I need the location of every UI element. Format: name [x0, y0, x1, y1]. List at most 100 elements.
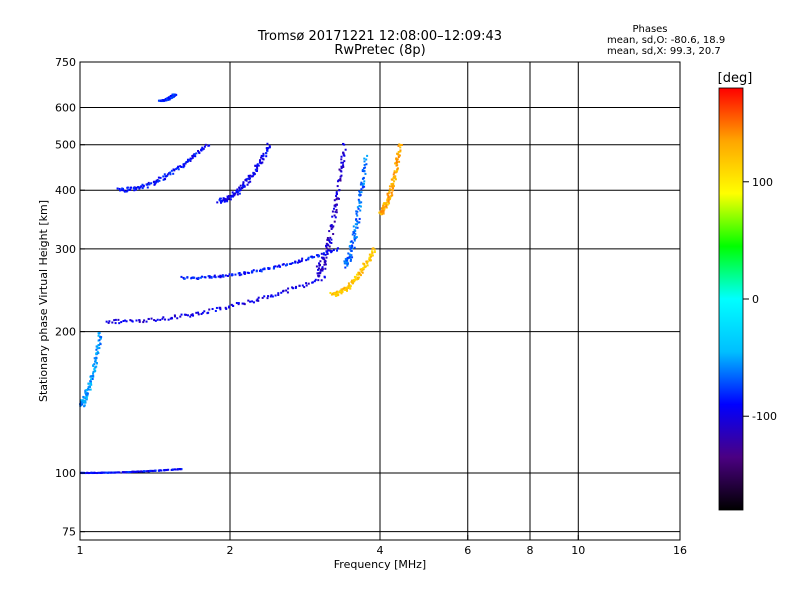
data-point — [395, 160, 398, 163]
data-point — [332, 249, 335, 252]
data-point — [366, 260, 369, 263]
data-point — [330, 238, 333, 241]
data-point — [353, 246, 356, 249]
data-point — [273, 265, 276, 268]
data-point — [135, 186, 138, 189]
data-point — [133, 189, 136, 192]
data-point — [174, 315, 177, 318]
data-point — [296, 261, 299, 264]
data-point — [335, 203, 338, 206]
data-point — [238, 186, 241, 189]
data-point — [344, 288, 347, 291]
data-point — [220, 200, 223, 203]
y-axis-ticks: 75 100 200 300 400 500 600 750 — [55, 56, 85, 539]
data-point — [340, 158, 343, 161]
x-tick-label: 8 — [527, 544, 534, 557]
data-point — [194, 155, 197, 158]
data-point — [343, 260, 346, 263]
data-point — [159, 176, 162, 179]
data-point — [340, 167, 343, 170]
data-point — [175, 167, 178, 170]
data-point — [348, 284, 351, 287]
data-point — [334, 216, 337, 219]
data-point — [360, 191, 363, 194]
data-point — [353, 236, 356, 239]
data-point — [363, 265, 366, 268]
data-point — [225, 198, 228, 201]
data-point — [85, 397, 88, 400]
data-point — [225, 307, 228, 310]
data-point — [257, 164, 260, 167]
data-point — [202, 147, 205, 150]
data-point — [343, 154, 346, 157]
data-point — [348, 256, 351, 259]
data-point — [343, 287, 346, 290]
data-point — [222, 199, 225, 202]
data-point — [182, 166, 185, 169]
data-point — [119, 189, 122, 192]
data-point — [203, 145, 206, 148]
data-point — [388, 190, 391, 193]
data-point — [89, 380, 92, 383]
data-point — [268, 145, 271, 148]
data-point — [291, 261, 294, 264]
data-point — [80, 399, 83, 402]
x-tick-label: 16 — [673, 544, 687, 557]
data-point — [103, 471, 106, 474]
data-point — [351, 244, 354, 247]
data-point — [328, 245, 331, 248]
data-point — [355, 218, 358, 221]
data-point — [317, 279, 320, 282]
data-point — [323, 258, 326, 261]
data-point — [142, 185, 145, 188]
x-axis-label: Frequency [MHz] — [334, 558, 426, 571]
data-point — [351, 233, 354, 236]
data-point — [291, 286, 294, 289]
data-point — [354, 232, 357, 235]
data-point — [257, 296, 260, 299]
data-point — [323, 263, 326, 266]
data-point — [332, 225, 335, 228]
data-point — [395, 164, 398, 167]
data-point — [83, 396, 86, 399]
data-point — [393, 171, 396, 174]
data-point — [353, 239, 356, 242]
data-point — [130, 186, 133, 189]
data-point — [314, 278, 317, 281]
data-point — [355, 273, 358, 276]
data-point — [359, 274, 362, 277]
data-point — [340, 165, 343, 168]
data-point — [216, 201, 219, 204]
data-point — [385, 206, 388, 209]
data-point — [170, 169, 173, 172]
stats-heading: Phases — [632, 24, 667, 35]
data-point — [357, 198, 360, 201]
data-point — [173, 314, 176, 317]
data-point — [90, 383, 93, 386]
data-point — [388, 188, 391, 191]
data-point — [347, 282, 350, 285]
y-tick-label: 400 — [55, 184, 76, 197]
data-point — [380, 210, 383, 213]
data-point — [197, 311, 200, 314]
data-point — [320, 268, 323, 271]
data-point — [329, 291, 332, 294]
data-point — [392, 185, 395, 188]
data-point — [363, 180, 366, 183]
stats-o-line: mean, sd,O: -80.6, 18.9 — [607, 35, 725, 46]
data-point — [187, 160, 190, 163]
data-point — [118, 187, 121, 190]
data-point — [93, 367, 96, 370]
data-point — [147, 470, 150, 473]
data-point — [241, 187, 244, 190]
data-point — [340, 288, 343, 291]
data-point — [153, 180, 156, 183]
data-point — [84, 389, 87, 392]
data-point — [258, 269, 261, 272]
data-point — [195, 152, 198, 155]
data-point — [159, 469, 162, 472]
data-point — [246, 183, 249, 186]
data-point — [141, 470, 144, 473]
data-point — [249, 174, 252, 177]
data-point — [251, 300, 254, 303]
